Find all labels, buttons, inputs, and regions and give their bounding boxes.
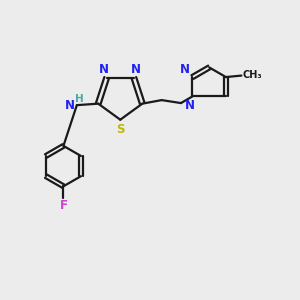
Text: N: N <box>99 63 109 76</box>
Text: N: N <box>64 99 74 112</box>
Text: F: F <box>59 199 68 212</box>
Text: S: S <box>116 123 124 136</box>
Text: H: H <box>75 94 84 103</box>
Text: N: N <box>185 99 195 112</box>
Text: CH₃: CH₃ <box>243 70 262 80</box>
Text: N: N <box>179 63 190 76</box>
Text: N: N <box>131 63 141 76</box>
